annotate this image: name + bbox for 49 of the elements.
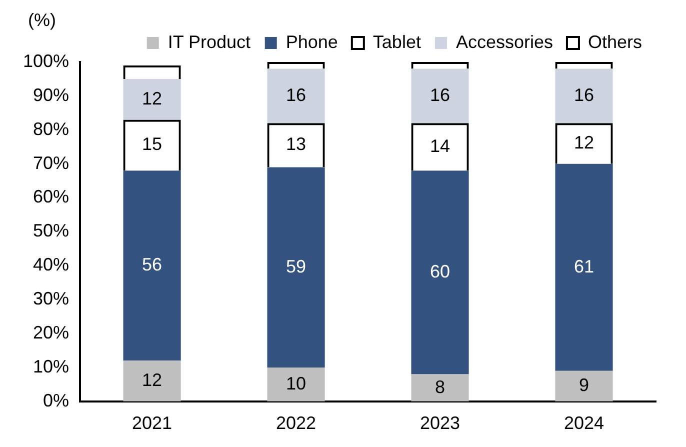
- data-label: 13: [286, 134, 306, 154]
- legend-label: Tablet: [372, 32, 421, 52]
- data-label: 9: [578, 375, 590, 396]
- y-tick-label: 40%: [33, 254, 70, 275]
- data-label: 14: [430, 136, 450, 156]
- bar: [123, 170, 181, 361]
- data-label: 12: [142, 88, 162, 108]
- data-label: 12: [142, 370, 162, 390]
- bar: [411, 374, 469, 402]
- bar: [555, 370, 613, 402]
- data-label: 12: [574, 132, 594, 152]
- bar: [555, 164, 613, 371]
- y-tick-label: 20%: [33, 322, 70, 342]
- bar: [411, 68, 469, 124]
- bar: [267, 68, 325, 124]
- data-label: 8: [435, 376, 446, 397]
- data-label: 16: [430, 84, 450, 105]
- data-label: 10: [286, 373, 306, 394]
- legend-label: Others: [588, 32, 642, 52]
- data-label: 61: [574, 256, 594, 276]
- y-tick-label: 100%: [22, 50, 70, 71]
- bar: [411, 170, 469, 374]
- data-label: 15: [142, 134, 162, 154]
- bar: [123, 360, 181, 402]
- x-tick-label: 2021: [132, 413, 172, 434]
- data-label: 16: [574, 84, 594, 105]
- legend-label: Phone: [286, 32, 338, 52]
- data-label: 56: [142, 254, 162, 275]
- bar: [267, 367, 325, 402]
- x-tick-label: 2024: [564, 413, 604, 434]
- legend-label: Accessories: [456, 32, 553, 52]
- y-tick-label: 80%: [33, 118, 70, 139]
- bar: [267, 167, 325, 368]
- bar: [123, 78, 181, 120]
- x-tick-label: 2022: [276, 413, 316, 434]
- data-label: 59: [286, 256, 306, 276]
- y-tick-label: 30%: [33, 288, 70, 309]
- y-axis-title: (%): [28, 10, 56, 31]
- bar: [555, 68, 613, 124]
- y-tick-label: 90%: [33, 84, 70, 105]
- data-label: 16: [286, 84, 306, 105]
- y-tick-label: 10%: [33, 356, 70, 376]
- y-tick-label: 50%: [33, 220, 70, 241]
- data-label: 60: [430, 261, 450, 282]
- y-tick-label: 60%: [33, 186, 70, 207]
- legend-label: IT Product: [168, 32, 251, 52]
- y-tick-label: 70%: [33, 152, 70, 173]
- x-tick-label: 2023: [420, 413, 460, 434]
- y-tick-label: 0%: [43, 390, 70, 410]
